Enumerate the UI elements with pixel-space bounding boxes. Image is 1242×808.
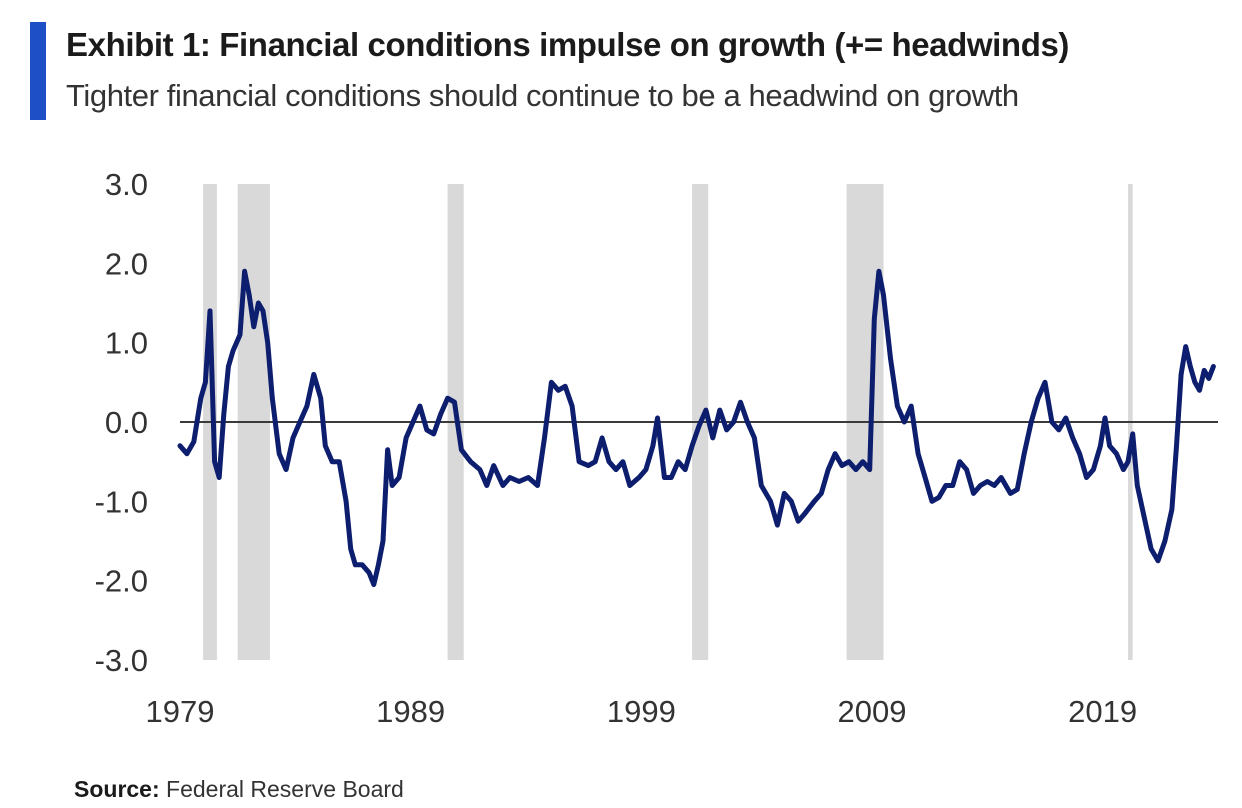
chart-title: Exhibit 1: Financial conditions impulse … [66,26,1069,63]
y-tick-label: 0.0 [105,405,148,440]
y-tick-label: -2.0 [95,564,148,599]
y-tick-label: -3.0 [95,643,148,678]
title-accent-bar [30,22,46,120]
x-tick-label: 1979 [146,694,215,729]
source-note: Source: Federal Reserve Board [74,776,404,803]
x-tick-label: 1989 [376,694,445,729]
x-tick-label: 2009 [838,694,907,729]
y-tick-label: 3.0 [105,167,148,202]
chart-subtitle: Tighter financial conditions should cont… [66,78,1019,113]
y-tick-label: 1.0 [105,326,148,361]
x-tick-label: 1999 [607,694,676,729]
y-tick-label: -1.0 [95,484,148,519]
source-text: Federal Reserve Board [166,776,404,802]
y-tick-label: 2.0 [105,246,148,281]
series-line [177,268,1216,588]
x-tick-label: 2019 [1068,694,1137,729]
source-label: Source: [74,776,160,802]
